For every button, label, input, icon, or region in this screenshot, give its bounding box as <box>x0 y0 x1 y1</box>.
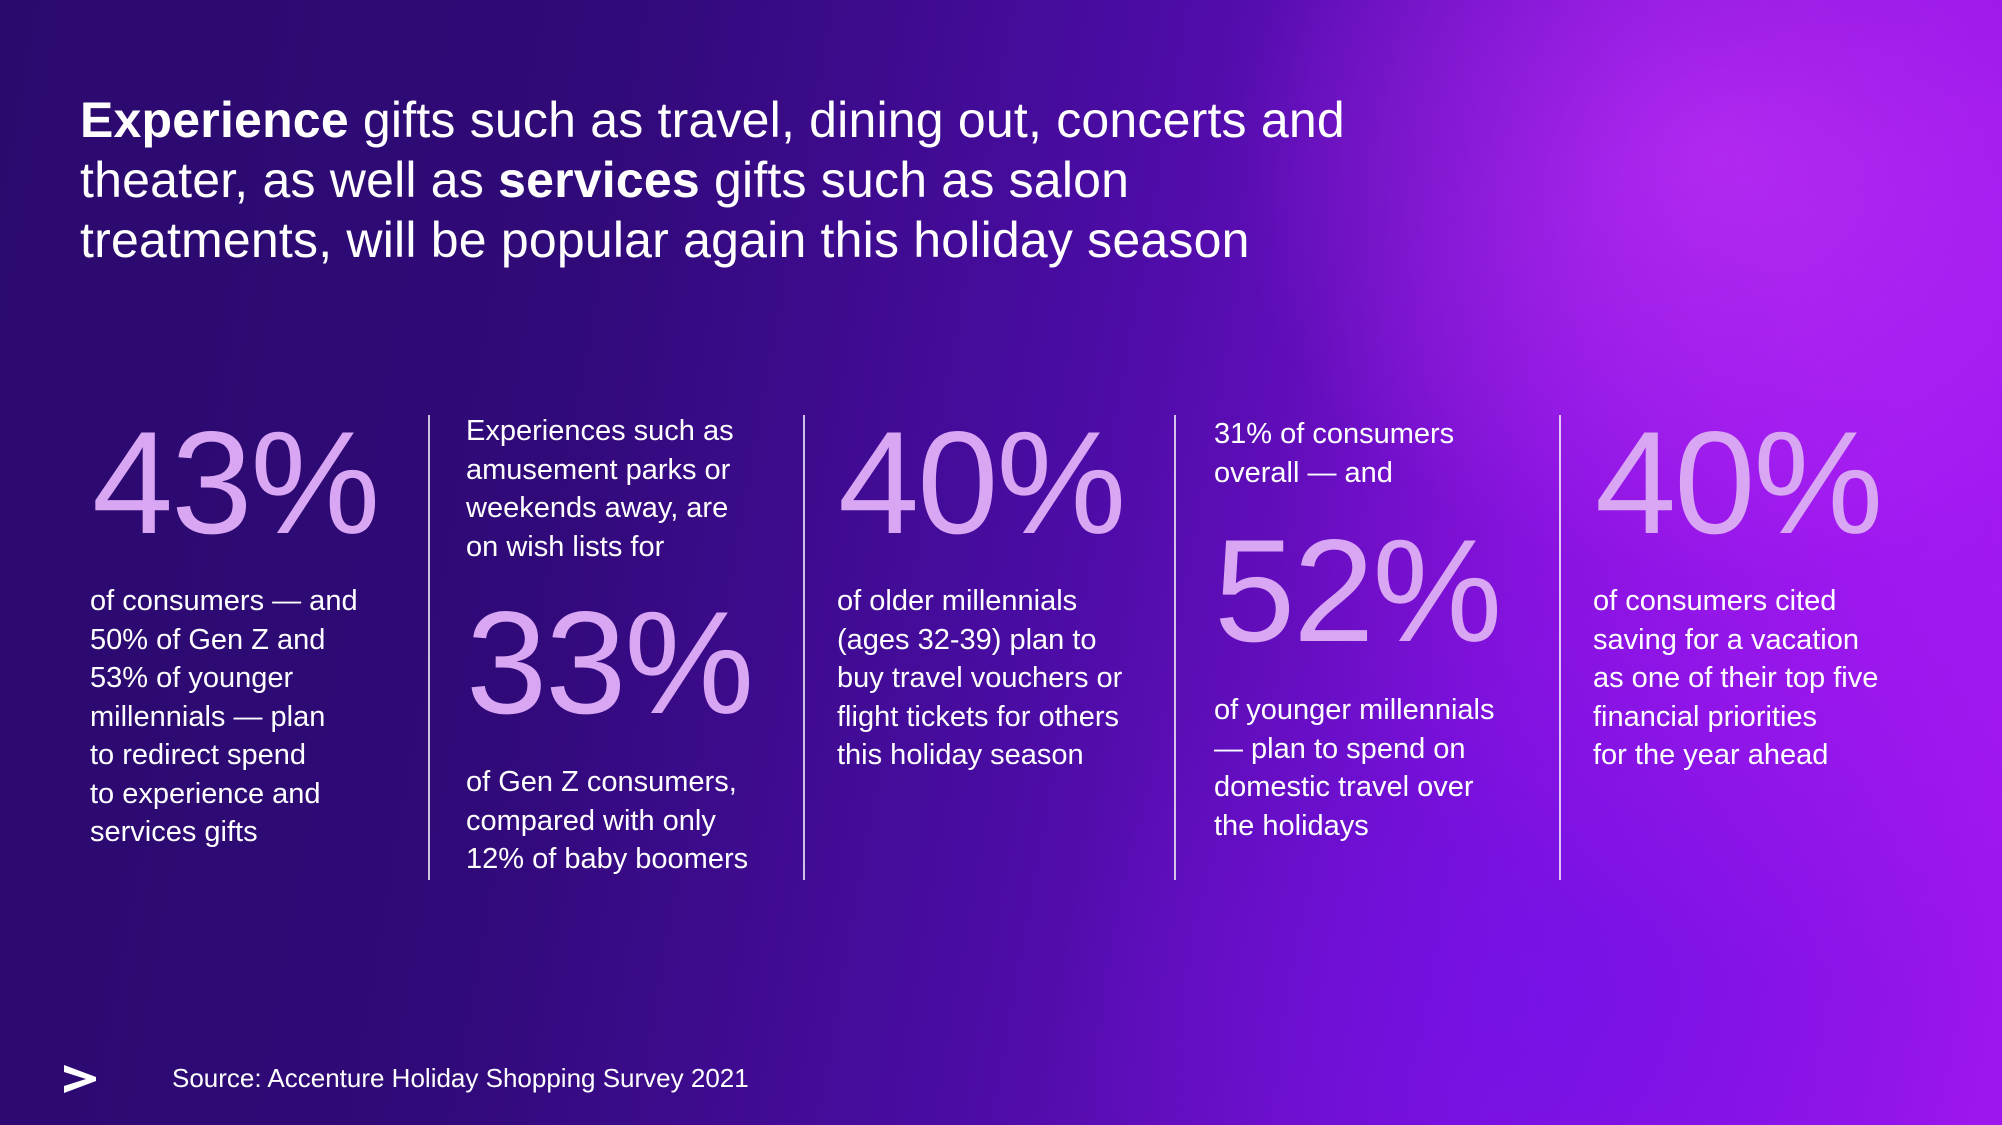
stat-2-intro-line: weekends away, are <box>466 492 729 524</box>
stat-3-line: of older millennials <box>837 585 1078 617</box>
stat-3-line: flight tickets for others <box>837 700 1120 733</box>
headline-bold-services: services <box>498 152 700 208</box>
stat-4-line: the holidays <box>1214 809 1369 842</box>
stat-1-line: services gifts <box>90 816 258 848</box>
stat-2-intro-line: amusement parks or <box>466 453 731 486</box>
stat-1-number: 43% <box>92 401 380 564</box>
stat-4-line: of younger millennials <box>1214 694 1495 726</box>
stat-2-intro: Experiences such as amusement parks or w… <box>466 412 734 566</box>
stat-2-number: 33% <box>466 581 754 744</box>
stat-1-line: millennials — plan <box>90 700 326 733</box>
stat-4-description: of younger millennials — plan to spend o… <box>1214 691 1494 845</box>
stat-5-description: of consumers cited saving for a vacation… <box>1593 582 1878 775</box>
stat-1-line: 53% of younger <box>90 662 294 694</box>
stat-1-line: to redirect spend <box>90 739 307 771</box>
column-divider <box>1174 415 1176 880</box>
stat-1-line: of consumers — and <box>90 585 358 617</box>
stat-5-line: as one of their top five <box>1593 662 1879 694</box>
stat-2-line: of Gen Z consumers, <box>466 766 737 798</box>
stat-1-description: of consumers — and 50% of Gen Z and 53% … <box>90 582 358 852</box>
column-divider <box>803 415 805 880</box>
stat-4-intro: 31% of consumers overall — and <box>1214 415 1454 492</box>
column-divider <box>1559 415 1561 880</box>
stat-5-line: of consumers cited <box>1593 585 1837 617</box>
stat-2-intro-line: on wish lists for <box>466 530 665 563</box>
stat-5-line: financial priorities <box>1593 700 1818 733</box>
stat-4-intro-line: overall — and <box>1214 456 1393 489</box>
stat-3-line: this holiday season <box>837 739 1084 771</box>
stat-3-description: of older millennials (ages 32-39) plan t… <box>837 582 1122 775</box>
stat-4-line: — plan to spend on <box>1214 732 1466 765</box>
stat-1-line: 50% of Gen Z and <box>90 623 326 656</box>
stat-2-intro-line: Experiences such as <box>466 415 734 447</box>
stat-2-line: 12% of baby boomers <box>466 843 749 875</box>
stat-5-line: for the year ahead <box>1593 739 1829 771</box>
headline: Experience gifts such as travel, dining … <box>80 90 1380 270</box>
stat-4-intro-line: 31% of consumers <box>1214 418 1455 450</box>
stat-3-line: buy travel vouchers or <box>837 662 1123 694</box>
stat-2-description: of Gen Z consumers, compared with only 1… <box>466 763 748 879</box>
stat-4-line: domestic travel over <box>1214 771 1474 803</box>
headline-bold-experience: Experience <box>80 92 349 148</box>
accenture-chevron-icon <box>64 1065 96 1093</box>
stat-4-number: 52% <box>1214 509 1502 672</box>
stat-3-line: (ages 32-39) plan to <box>837 623 1097 656</box>
stat-5-line: saving for a vacation <box>1593 623 1859 656</box>
headline-text-2: gifts such as salon treatments, will be … <box>80 152 1250 268</box>
headline-text-1: gifts such as travel, dining out, concer… <box>80 92 1345 208</box>
stat-2-line: compared with only <box>466 804 716 837</box>
column-divider <box>428 415 430 880</box>
stat-3-number: 40% <box>838 401 1126 564</box>
stat-1-line: to experience and <box>90 777 321 810</box>
source-citation: Source: Accenture Holiday Shopping Surve… <box>172 1063 749 1093</box>
stat-5-number: 40% <box>1595 401 1883 564</box>
